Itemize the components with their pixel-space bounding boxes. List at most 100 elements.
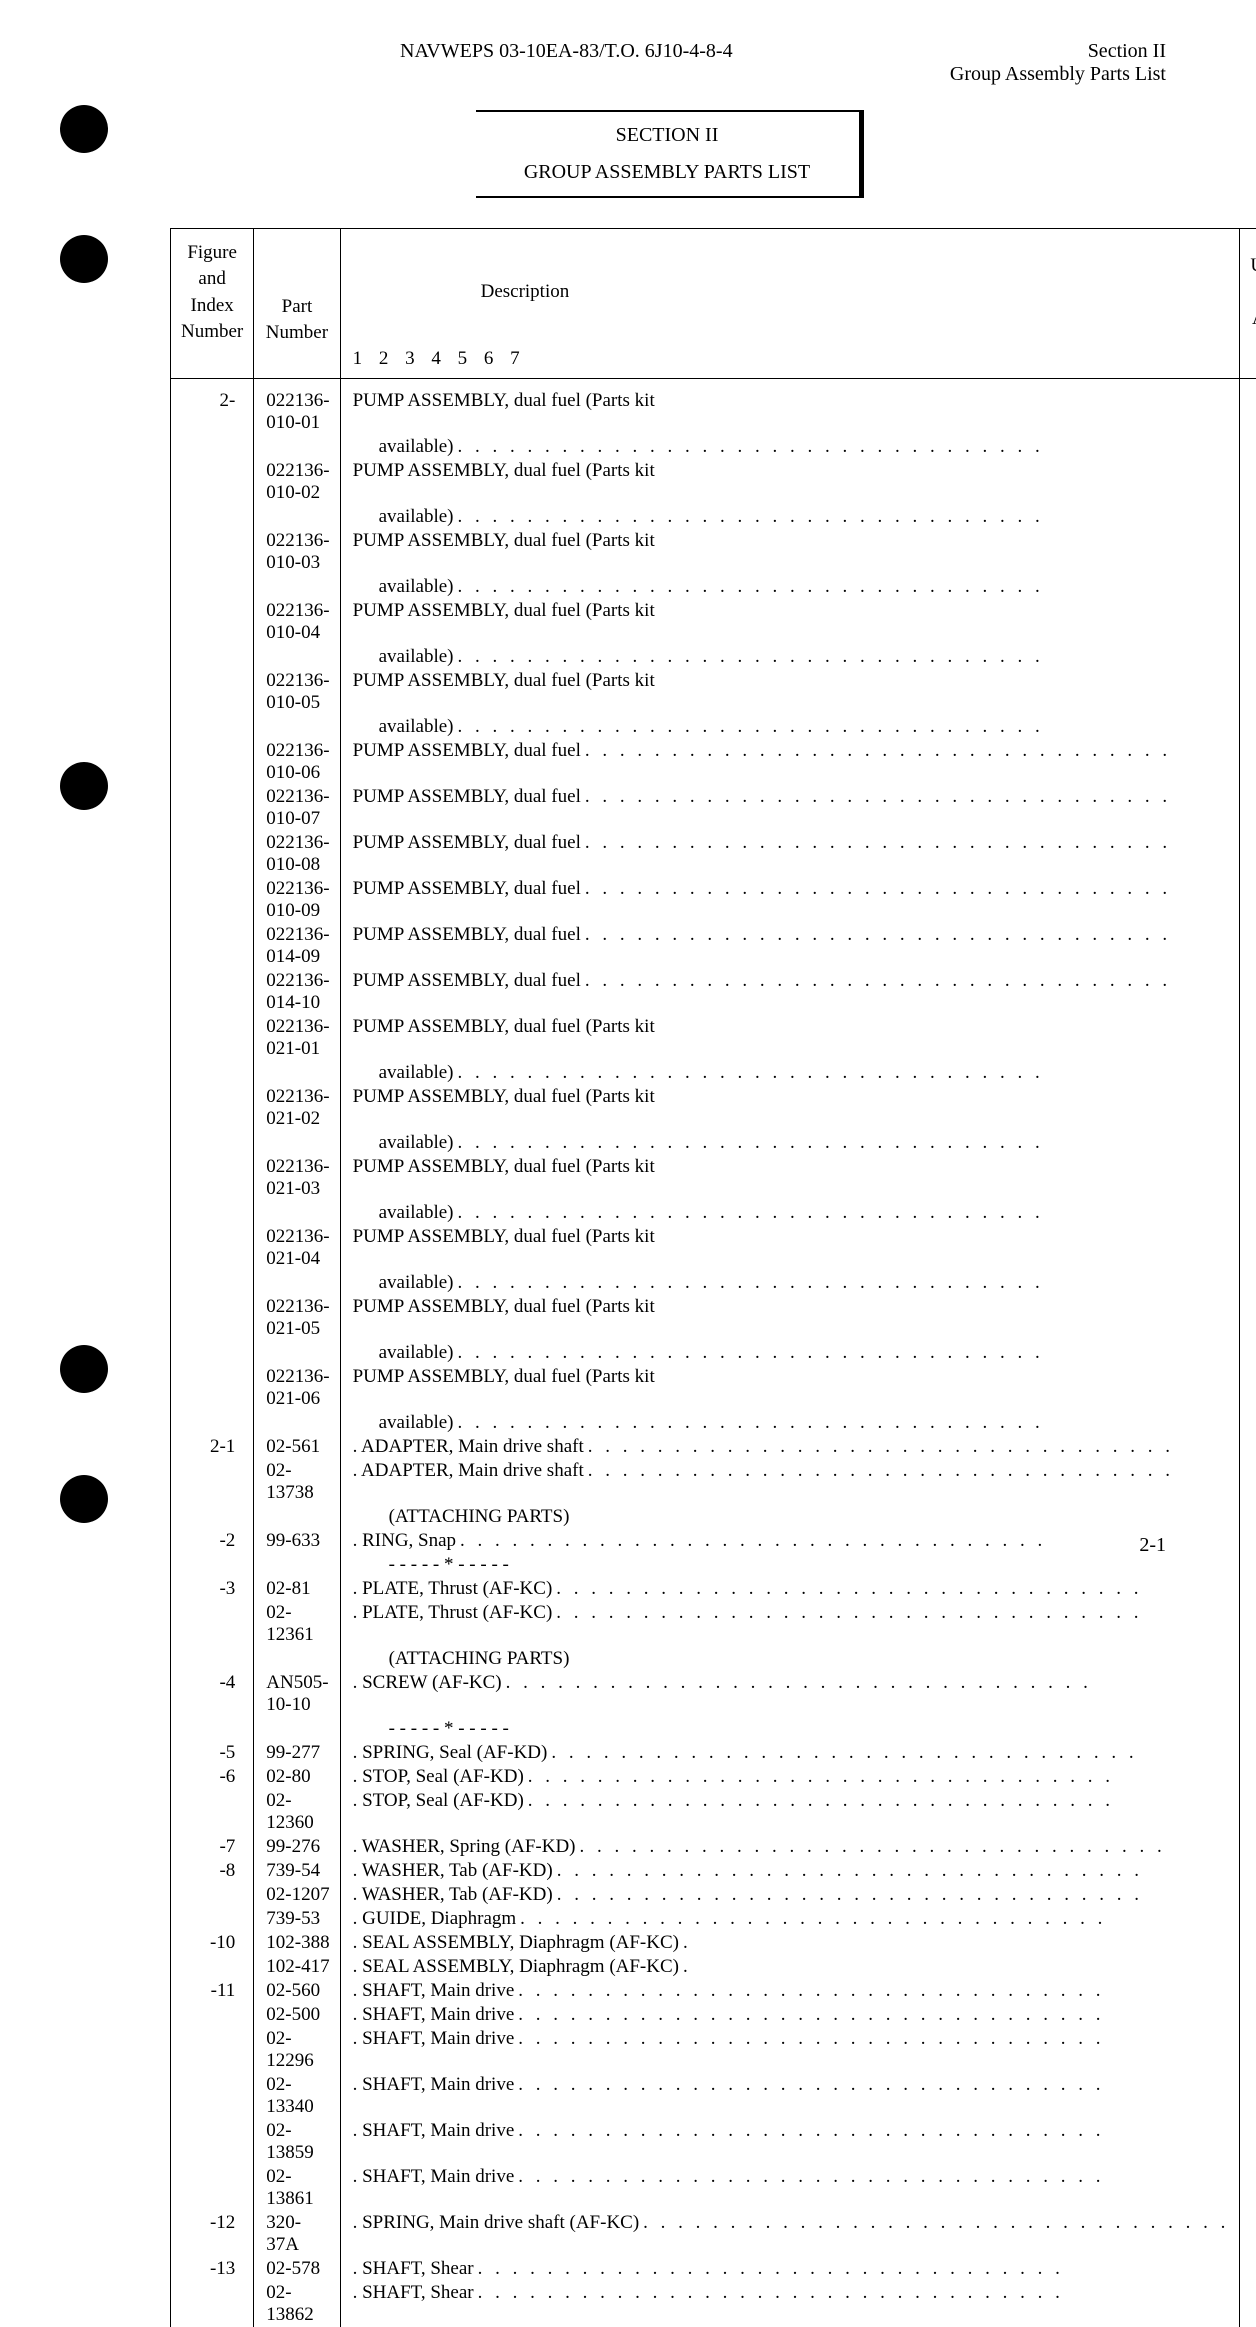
- cell-part-number: 022136-021-03: [254, 1155, 340, 1201]
- cell-figure-index: [171, 739, 254, 785]
- cell-figure-index: [171, 1061, 254, 1085]
- cell-units: [1240, 1717, 1256, 1741]
- cell-units: 1: [1240, 1979, 1256, 2003]
- table-row: 022136-010-09PUMP ASSEMBLY, dual fuel1I: [171, 877, 1256, 923]
- cell-part-number: 02-13340: [254, 2073, 340, 2119]
- cell-part-number: 022136-014-10: [254, 969, 340, 1015]
- cell-figure-index: [171, 435, 254, 459]
- cell-units: 4: [1240, 1671, 1256, 1717]
- cell-figure-index: -3: [171, 1577, 254, 1601]
- cell-description: . GUIDE, Diaphragm: [340, 1907, 1240, 1931]
- cell-units: 1: [1240, 1201, 1256, 1225]
- cell-description: PUMP ASSEMBLY, dual fuel (Parts kit: [340, 1155, 1240, 1201]
- section-title-line2: GROUP ASSEMBLY PARTS LIST: [500, 161, 835, 184]
- cell-units: 1: [1240, 1931, 1256, 1955]
- cell-part-number: 02-578: [254, 2257, 340, 2281]
- cell-units: [1240, 669, 1256, 715]
- cell-part-number: 102-388: [254, 1931, 340, 1955]
- cell-units: 1: [1240, 1577, 1256, 1601]
- cell-description: . SCREW (AF-KC): [340, 1671, 1240, 1717]
- cell-description: . SPRING, Seal (AF-KD): [340, 1741, 1240, 1765]
- cell-figure-index: [171, 1647, 254, 1671]
- cell-part-number: 320-37A: [254, 2211, 340, 2257]
- col-header-figure: Figure and Index Number: [171, 239, 254, 347]
- cell-part-number: [254, 645, 340, 669]
- cell-figure-index: [171, 2003, 254, 2027]
- cell-part-number: 02-561: [254, 1435, 340, 1459]
- cell-figure-index: -8: [171, 1859, 254, 1883]
- cell-figure-index: [171, 831, 254, 877]
- punch-hole-icon: [60, 1345, 108, 1393]
- cell-figure-index: [171, 459, 254, 505]
- cell-units: 1: [1240, 1741, 1256, 1765]
- cell-description: PUMP ASSEMBLY, dual fuel (Parts kit: [340, 1225, 1240, 1271]
- cell-part-number: 02-80: [254, 1765, 340, 1789]
- cell-part-number: 022136-014-09: [254, 923, 340, 969]
- cell-figure-index: -12: [171, 2211, 254, 2257]
- cell-figure-index: [171, 599, 254, 645]
- parts-list-table: Figure and Index Number Part Number Desc…: [170, 228, 1256, 2327]
- cell-units: 1: [1240, 505, 1256, 529]
- table-row: - - - - - * - - - - -: [171, 1553, 1256, 1577]
- cell-description: available): [340, 1061, 1240, 1085]
- cell-figure-index: [171, 877, 254, 923]
- cell-figure-index: [171, 1883, 254, 1907]
- table-row: available)1A: [171, 435, 1256, 459]
- cell-description: (ATTACHING PARTS): [340, 1647, 1240, 1671]
- cell-part-number: 022136-021-02: [254, 1085, 340, 1131]
- table-row: 022136-021-06PUMP ASSEMBLY, dual fuel (P…: [171, 1365, 1256, 1411]
- cell-units: 1: [1240, 739, 1256, 785]
- table-row: -299-633. RING, Snap1ABCDEFGHIJK: [171, 1529, 1256, 1553]
- cell-part-number: [254, 505, 340, 529]
- table-row: -8739-54. WASHER, Tab (AF-KD)1ABCDEFGLMN…: [171, 1859, 1256, 1883]
- cell-part-number: 022136-021-04: [254, 1225, 340, 1271]
- table-row: 02-13862. SHAFT, Shear1KR: [171, 2281, 1256, 2327]
- cell-units: 1: [1240, 1835, 1256, 1859]
- table-row: available)1M: [171, 1131, 1256, 1155]
- cell-figure-index: -7: [171, 1835, 254, 1859]
- cell-units: 1: [1240, 1955, 1256, 1979]
- table-row: 022136-010-08PUMP ASSEMBLY, dual fuel1H: [171, 831, 1256, 877]
- cell-description: PUMP ASSEMBLY, dual fuel: [340, 785, 1240, 831]
- cell-part-number: 022136-010-04: [254, 599, 340, 645]
- table-row: available)1N: [171, 1201, 1256, 1225]
- table-row: 022136-010-02PUMP ASSEMBLY, dual fuel (P…: [171, 459, 1256, 505]
- cell-units: 1: [1240, 2257, 1256, 2281]
- cell-figure-index: [171, 1459, 254, 1505]
- table-row: -302-81. PLATE, Thrust (AF-KC)1ABCDEFGLM…: [171, 1577, 1256, 1601]
- cell-units: 1: [1240, 877, 1256, 923]
- cell-description: . SHAFT, Shear: [340, 2257, 1240, 2281]
- punch-hole-icon: [60, 235, 108, 283]
- cell-description: . STOP, Seal (AF-KD): [340, 1789, 1240, 1835]
- cell-figure-index: [171, 645, 254, 669]
- table-row: -4AN505-10-10. SCREW (AF-KC)4: [171, 1671, 1256, 1717]
- cell-figure-index: [171, 575, 254, 599]
- cell-units: 1: [1240, 1411, 1256, 1435]
- table-row: available)1Q: [171, 1341, 1256, 1365]
- cell-figure-index: [171, 1365, 254, 1411]
- cell-description: available): [340, 505, 1240, 529]
- table-row: 02-1207. WASHER, Tab (AF-KD)1HIJK: [171, 1883, 1256, 1907]
- table-row: 02-13738. ADAPTER, Main drive shaft1JK: [171, 1459, 1256, 1505]
- table-row: -10102-388. SEAL ASSEMBLY, Diaphragm (AF…: [171, 1931, 1256, 1955]
- cell-description: . SHAFT, Main drive: [340, 2165, 1240, 2211]
- cell-description: (ATTACHING PARTS): [340, 1505, 1240, 1529]
- cell-units: [1240, 1295, 1256, 1341]
- col-header-units: Units per Assy: [1240, 239, 1256, 347]
- cell-figure-index: [171, 2119, 254, 2165]
- table-row: -1302-578. SHAFT, Shear1ABCDEFGHIJLMNPQ: [171, 2257, 1256, 2281]
- cell-units: 1: [1240, 1765, 1256, 1789]
- cell-figure-index: [171, 1131, 254, 1155]
- cell-part-number: 02-12296: [254, 2027, 340, 2073]
- cell-units: [1240, 1015, 1256, 1061]
- cell-description: . RING, Snap: [340, 1529, 1240, 1553]
- table-row: 739-53. GUIDE, Diaphragm1: [171, 1907, 1256, 1931]
- cell-figure-index: 2-: [171, 389, 254, 435]
- cell-units: 1: [1240, 831, 1256, 877]
- cell-units: [1240, 459, 1256, 505]
- table-row: 022136-021-01PUMP ASSEMBLY, dual fuel (P…: [171, 1015, 1256, 1061]
- cell-figure-index: [171, 1155, 254, 1201]
- cell-units: 1: [1240, 2027, 1256, 2073]
- table-row: 022136-014-10PUMP ASSEMBLY, dual fuel1K: [171, 969, 1256, 1015]
- cell-part-number: 02-13738: [254, 1459, 340, 1505]
